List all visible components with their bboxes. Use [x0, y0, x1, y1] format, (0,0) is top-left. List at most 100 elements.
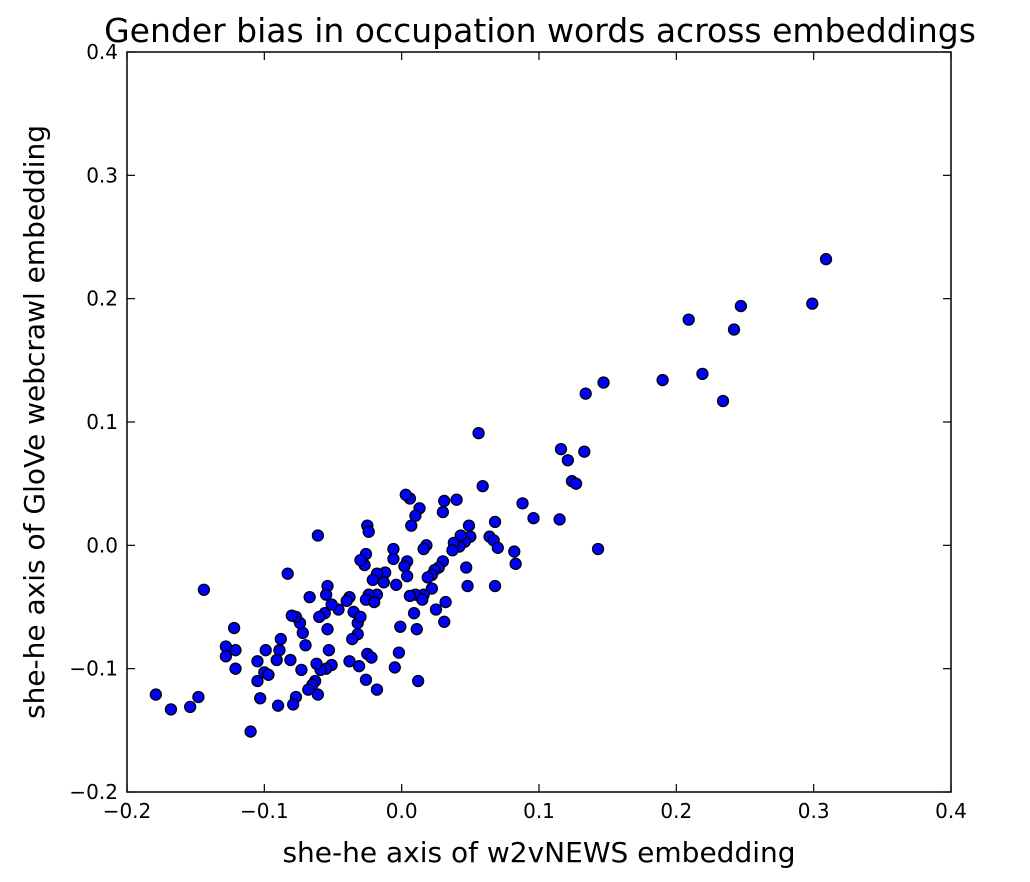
- data-point: [716, 394, 730, 408]
- data-points: [149, 253, 833, 738]
- data-point: [164, 703, 178, 716]
- data-point: [274, 632, 287, 646]
- data-point: [591, 542, 605, 556]
- data-point: [410, 623, 423, 636]
- data-point: [421, 571, 434, 584]
- data-point: [553, 513, 566, 526]
- data-point: [597, 376, 610, 389]
- data-point: [346, 632, 359, 646]
- data-point: [244, 725, 257, 738]
- data-point: [429, 603, 443, 616]
- data-point: [302, 683, 315, 696]
- data-point: [284, 653, 297, 667]
- data-point: [321, 623, 334, 636]
- data-point: [352, 660, 366, 673]
- data-point: [417, 542, 430, 556]
- data-point: [656, 373, 669, 387]
- data-point: [439, 595, 452, 609]
- data-point: [425, 582, 439, 595]
- data-point: [311, 529, 325, 542]
- y-tick-label: 0.3: [86, 163, 118, 187]
- data-point: [734, 299, 748, 313]
- data-point: [227, 621, 241, 635]
- data-point: [392, 646, 406, 659]
- data-point: [446, 544, 459, 557]
- data-point: [251, 655, 264, 668]
- data-point: [509, 557, 522, 570]
- x-tick-label: 0.0: [386, 799, 418, 823]
- x-tick-label: 0.1: [523, 799, 555, 823]
- data-point: [197, 583, 211, 596]
- y-tick-label: −0.1: [69, 657, 118, 681]
- x-tick-label: 0.2: [660, 799, 692, 823]
- data-point: [325, 598, 338, 611]
- data-point: [285, 609, 298, 622]
- y-tick-label: 0.0: [86, 533, 118, 557]
- data-point: [370, 683, 384, 696]
- data-point: [438, 615, 451, 628]
- data-point: [411, 674, 425, 688]
- data-point: [491, 541, 504, 554]
- data-point: [295, 663, 308, 677]
- data-point: [366, 573, 379, 587]
- data-point: [271, 699, 285, 712]
- data-point: [184, 700, 197, 714]
- data-point: [354, 610, 367, 624]
- data-point: [450, 493, 463, 506]
- x-tick-label: −0.2: [103, 799, 152, 823]
- data-point: [388, 661, 401, 674]
- data-point: [365, 651, 378, 664]
- data-point: [819, 253, 833, 266]
- data-point: [401, 570, 414, 583]
- data-point: [438, 494, 451, 508]
- y-tick-label: 0.1: [86, 410, 118, 434]
- data-point: [322, 644, 336, 657]
- data-point: [508, 545, 521, 558]
- data-point: [192, 690, 205, 704]
- y-tick-label: −0.2: [69, 780, 118, 804]
- data-point: [319, 588, 333, 601]
- data-point: [310, 657, 323, 670]
- x-axis-title: she-he axis of w2vNEWS embedding: [282, 836, 795, 869]
- data-point: [488, 579, 502, 593]
- data-point: [416, 593, 429, 606]
- data-point: [403, 589, 417, 603]
- data-point: [287, 698, 300, 711]
- x-tick-label: −0.1: [240, 799, 289, 823]
- data-point: [219, 650, 233, 663]
- y-axis-title: she-he axis of GloVe webcrawl embedding: [18, 125, 51, 719]
- data-point: [488, 515, 502, 529]
- data-point: [472, 426, 485, 440]
- data-point: [436, 505, 450, 519]
- y-axis: −0.2 −0.1 0.0 0.1 0.2 0.3 0.4: [69, 40, 951, 804]
- data-point: [387, 552, 400, 566]
- y-tick-label: 0.2: [86, 287, 118, 311]
- data-point: [340, 594, 353, 607]
- data-point: [390, 578, 403, 591]
- data-point: [299, 639, 312, 652]
- data-point: [527, 512, 540, 525]
- data-point: [254, 692, 267, 705]
- data-point: [405, 519, 418, 532]
- data-point: [229, 662, 242, 675]
- data-point: [569, 477, 583, 490]
- data-point: [806, 297, 819, 310]
- data-point: [727, 323, 741, 336]
- x-axis: −0.2 −0.1 0.0 0.1 0.2 0.3 0.4: [103, 52, 967, 823]
- plot-frame: [126, 51, 952, 793]
- data-point: [149, 688, 162, 701]
- chart-title: Gender bias in occupation words across e…: [104, 11, 976, 50]
- data-point: [251, 674, 264, 688]
- data-point: [460, 561, 473, 574]
- data-point: [362, 525, 375, 538]
- data-point: [476, 479, 489, 493]
- data-point: [516, 497, 529, 510]
- data-point: [579, 387, 592, 400]
- data-point: [462, 519, 476, 532]
- data-point: [461, 579, 474, 593]
- data-point: [343, 655, 356, 668]
- data-point: [311, 688, 325, 701]
- data-point: [682, 313, 695, 326]
- data-point: [303, 590, 316, 604]
